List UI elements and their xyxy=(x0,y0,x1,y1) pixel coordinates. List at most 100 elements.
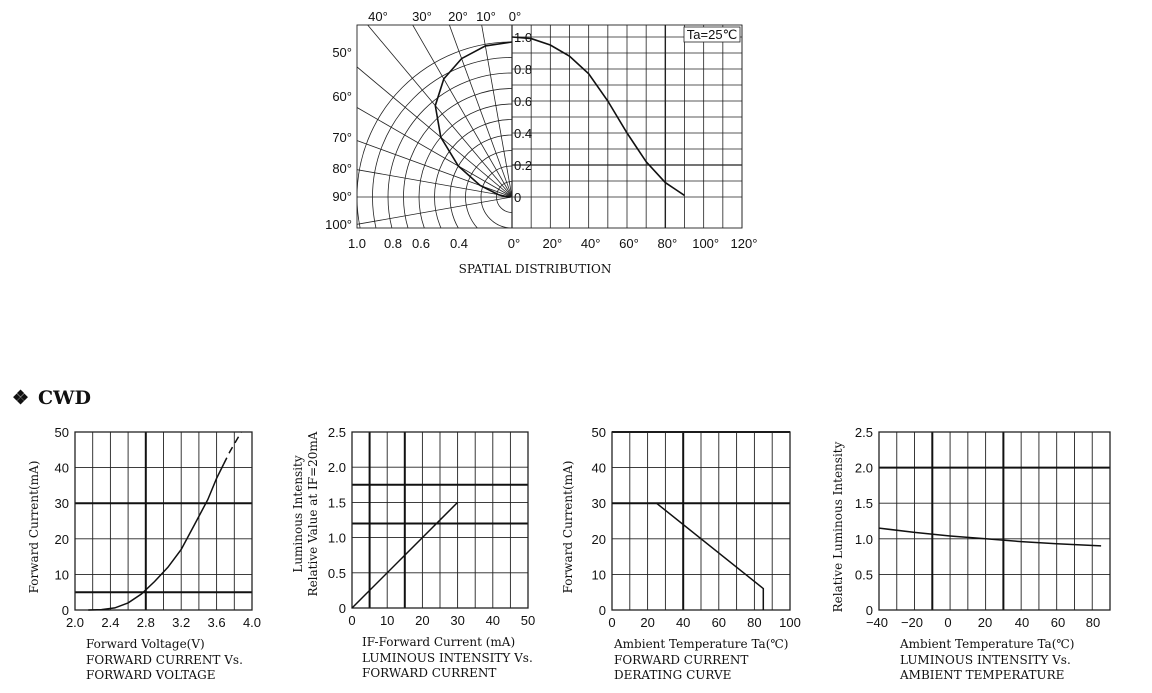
derating-chart-x-label: Ambient Temperature Ta(℃) xyxy=(613,637,788,651)
polar-angle-ray xyxy=(357,66,512,198)
derating-chart-y-tick: 10 xyxy=(592,567,606,582)
vf-chart-x-tick: 2.4 xyxy=(101,615,119,630)
vf-chart-frame xyxy=(74,431,253,611)
vf-chart: 2.0 2.4 2.8 3.2 3.6 4.0 0 10 20 30 40 50 Forward Vol… xyxy=(27,425,261,682)
temp-chart-y-tick: 0.5 xyxy=(855,567,873,582)
temp-chart-x-tick: 80 xyxy=(1086,615,1100,630)
polar-radius-circle xyxy=(372,57,512,228)
derating-chart-y-tick: 20 xyxy=(592,532,606,547)
temp-chart: −40 −20 0 20 40 60 80 0 0.5 1.0 1.5 2.0 2.5 Ambient T… xyxy=(831,425,1111,682)
polar-radius-circle xyxy=(387,72,512,228)
polar-annotation-box xyxy=(683,26,741,43)
iv-chart-y-tick: 0.5 xyxy=(328,566,346,581)
polar-angle-ray xyxy=(481,25,512,198)
polar-annotation: Ta=25℃ xyxy=(687,27,737,42)
vf-chart-y-tick: 50 xyxy=(55,425,69,440)
polar-radius-circle xyxy=(418,103,512,228)
polar-x-label: 60° xyxy=(619,236,639,251)
iv-chart-x-tick: 30 xyxy=(450,613,464,628)
vf-chart-x-tick: 2.8 xyxy=(137,615,155,630)
vf-chart-y-tick: 10 xyxy=(55,567,69,582)
vf-chart-y-label: Forward Current(mA) xyxy=(27,461,41,594)
polar-x-label: 40° xyxy=(581,236,601,251)
polar-radius-circle xyxy=(403,88,512,228)
vf-chart-x-tick: 4.0 xyxy=(243,615,261,630)
polar-angle-label: 0° xyxy=(509,9,521,24)
polar-angle-label: 10° xyxy=(476,9,496,24)
derating-chart-x-tick: 40 xyxy=(676,615,690,630)
vf-chart-y-tick: 20 xyxy=(55,532,69,547)
polar-title: SPATIAL DISTRIBUTION xyxy=(459,262,612,276)
polar-center-label: 1.0 xyxy=(514,30,532,45)
iv-chart-y-tick: 1.5 xyxy=(328,495,346,510)
polar-radius-circle xyxy=(480,165,512,228)
polar-angle-ray xyxy=(448,25,512,198)
iv-chart-y-tick: 0 xyxy=(339,601,346,616)
iv-chart: 0 10 20 30 40 50 0 0.5 1.0 1.5 2.0 2.5 IF-Forward Cu… xyxy=(291,425,535,680)
polar-center-label: 0 xyxy=(514,190,521,205)
temp-chart-x-tick: 0 xyxy=(944,615,951,630)
polar-radial-label: 0.6 xyxy=(412,236,430,251)
derating-chart-x-tick: 100 xyxy=(779,615,801,630)
temp-chart-y-label: Relative Luminous Intensity xyxy=(831,441,845,612)
polar-radial-label: 1.0 xyxy=(348,236,366,251)
polar-radial-label: 0.4 xyxy=(450,236,468,251)
polar-x-label: 120° xyxy=(731,236,758,251)
iv-chart-x-tick: 0 xyxy=(348,613,355,628)
polar-center-label: 0.6 xyxy=(514,94,532,109)
iv-chart-y-tick: 2.5 xyxy=(328,425,346,440)
vf-chart-x-tick: 3.2 xyxy=(172,615,190,630)
vf-chart-y-tick: 30 xyxy=(55,496,69,511)
polar-chart: Ta=25℃ 40° 30° 20° 10° 0° 50° 60° 70° 80° 90° 100° 1… xyxy=(325,9,758,276)
derating-chart-y-tick: 0 xyxy=(599,603,606,618)
vf-chart-x-tick: 3.6 xyxy=(208,615,226,630)
vf-chart-caption: FORWARD VOLTAGE xyxy=(86,668,215,682)
derating-chart-x-tick: 80 xyxy=(747,615,761,630)
iv-chart-caption: LUMINOUS INTENSITY Vs. xyxy=(362,651,533,665)
temp-chart-series-line xyxy=(878,527,1102,547)
iv-chart-x-label: IF-Forward Current (mA) xyxy=(362,635,515,649)
temp-chart-y-tick: 1.5 xyxy=(855,496,873,511)
iv-chart-caption: FORWARD CURRENT xyxy=(362,666,496,680)
polar-curve-right xyxy=(511,36,685,197)
polar-x-label: 80° xyxy=(657,236,677,251)
polar-x-label: 0° xyxy=(508,236,520,251)
polar-angle-label: 90° xyxy=(332,189,352,204)
temp-chart-y-tick: 1.0 xyxy=(855,532,873,547)
temp-chart-caption: AMBIENT TEMPERATURE xyxy=(899,668,1064,682)
derating-chart-caption: DERATING CURVE xyxy=(614,668,731,682)
polar-angle-ray xyxy=(357,196,512,225)
polar-angle-ray xyxy=(357,107,512,198)
polar-radial-label: 0.8 xyxy=(384,236,402,251)
iv-chart-x-tick: 10 xyxy=(380,613,394,628)
temp-chart-x-tick: −20 xyxy=(901,615,923,630)
temp-chart-x-label: Ambient Temperature Ta(℃) xyxy=(899,637,1074,651)
iv-chart-y-label: Luminous Intensity xyxy=(291,455,305,573)
polar-center-label: 0.8 xyxy=(514,62,532,77)
derating-chart-caption: FORWARD CURRENT xyxy=(614,653,748,667)
polar-center-label: 0.4 xyxy=(514,126,532,141)
vf-chart-series-line xyxy=(223,431,243,465)
polar-angle-ray xyxy=(412,25,512,198)
vf-chart-y-tick: 40 xyxy=(55,461,69,476)
iv-chart-x-tick: 40 xyxy=(486,613,500,628)
vf-chart-series-line xyxy=(88,463,225,611)
derating-chart: 0 20 40 60 80 100 0 10 20 30 40 50 Ambient Temperatu… xyxy=(561,425,801,682)
polar-angle-label: 20° xyxy=(448,9,468,24)
derating-chart-y-tick: 50 xyxy=(592,425,606,440)
derating-chart-y-tick: 40 xyxy=(592,461,606,476)
derating-chart-series-line xyxy=(612,502,765,610)
polar-radius-circle xyxy=(465,150,512,228)
vf-chart-caption: FORWARD CURRENT Vs. xyxy=(86,653,243,667)
vf-chart-x-label: Forward Voltage(V) xyxy=(86,637,205,651)
derating-chart-y-label: Forward Current(mA) xyxy=(561,461,575,594)
polar-angle-label: 100° xyxy=(325,217,352,232)
temp-chart-frame xyxy=(878,431,1111,611)
section-title: CWD xyxy=(38,387,91,409)
derating-chart-x-tick: 20 xyxy=(640,615,654,630)
iv-chart-x-tick: 20 xyxy=(415,613,429,628)
vf-chart-x-tick: 2.0 xyxy=(66,615,84,630)
polar-angle-label: 60° xyxy=(332,89,352,104)
temp-chart-caption: LUMINOUS INTENSITY Vs. xyxy=(900,653,1071,667)
